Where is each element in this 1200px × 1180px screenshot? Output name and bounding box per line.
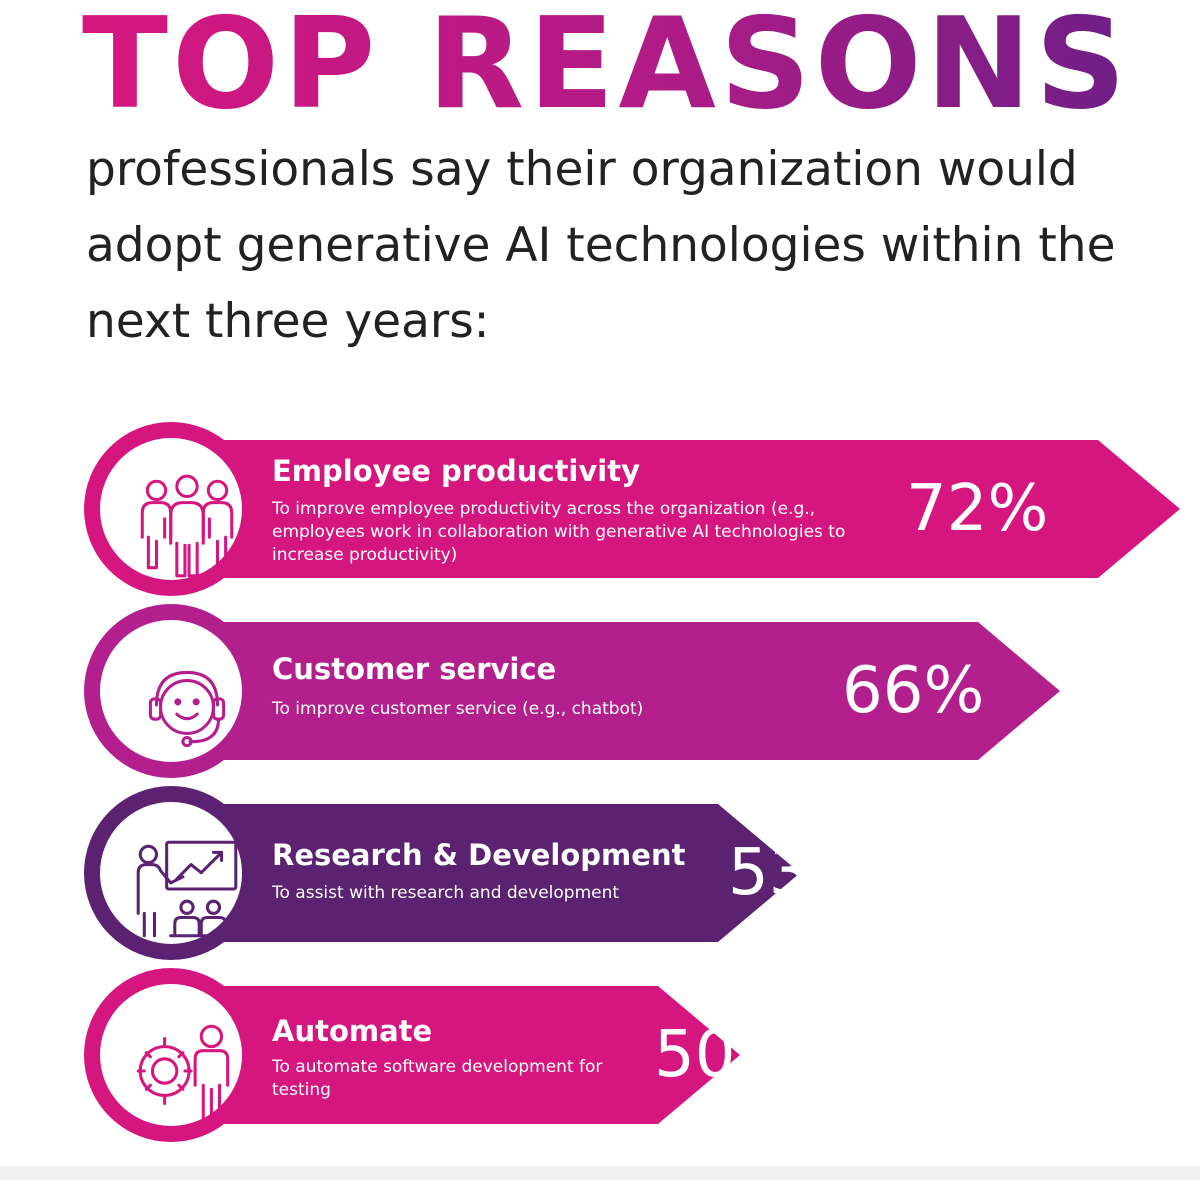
- headset-agent-icon: [126, 646, 248, 768]
- value-arrow-bar: [150, 622, 1060, 760]
- icon-circle: [84, 968, 258, 1142]
- value-label: 53%: [728, 836, 871, 910]
- reason-label: Research & Development: [272, 838, 686, 872]
- page-title: TOP REASONS: [82, 0, 1130, 134]
- reason-label: Customer service: [272, 652, 557, 686]
- value-label: 72%: [906, 472, 1049, 546]
- icon-circle: [84, 604, 258, 778]
- team-icon: [126, 464, 248, 586]
- icon-circle: [84, 422, 258, 596]
- page-subtitle: professionals say their organization wou…: [86, 142, 1116, 349]
- reason-description: To automate software development for tes…: [272, 1057, 603, 1100]
- reason-label: Automate: [272, 1014, 433, 1048]
- value-label: 50%: [654, 1018, 797, 1092]
- value-label: 66%: [842, 654, 985, 728]
- presentation-chart-icon: [126, 828, 248, 950]
- reason-description: To assist with research and development: [272, 883, 620, 903]
- reason-label: Employee productivity: [272, 454, 640, 488]
- value-arrow-bar: [150, 986, 740, 1124]
- value-arrow-bar: [150, 440, 1180, 578]
- icon-circle: [84, 786, 258, 960]
- reason-description: To improve employee productivity across …: [272, 499, 846, 565]
- reason-description: To improve customer service (e.g., chatb…: [272, 699, 644, 719]
- bottom-strip: [0, 1166, 1200, 1180]
- gear-person-icon: [126, 1010, 248, 1132]
- value-arrow-bar: [150, 804, 800, 942]
